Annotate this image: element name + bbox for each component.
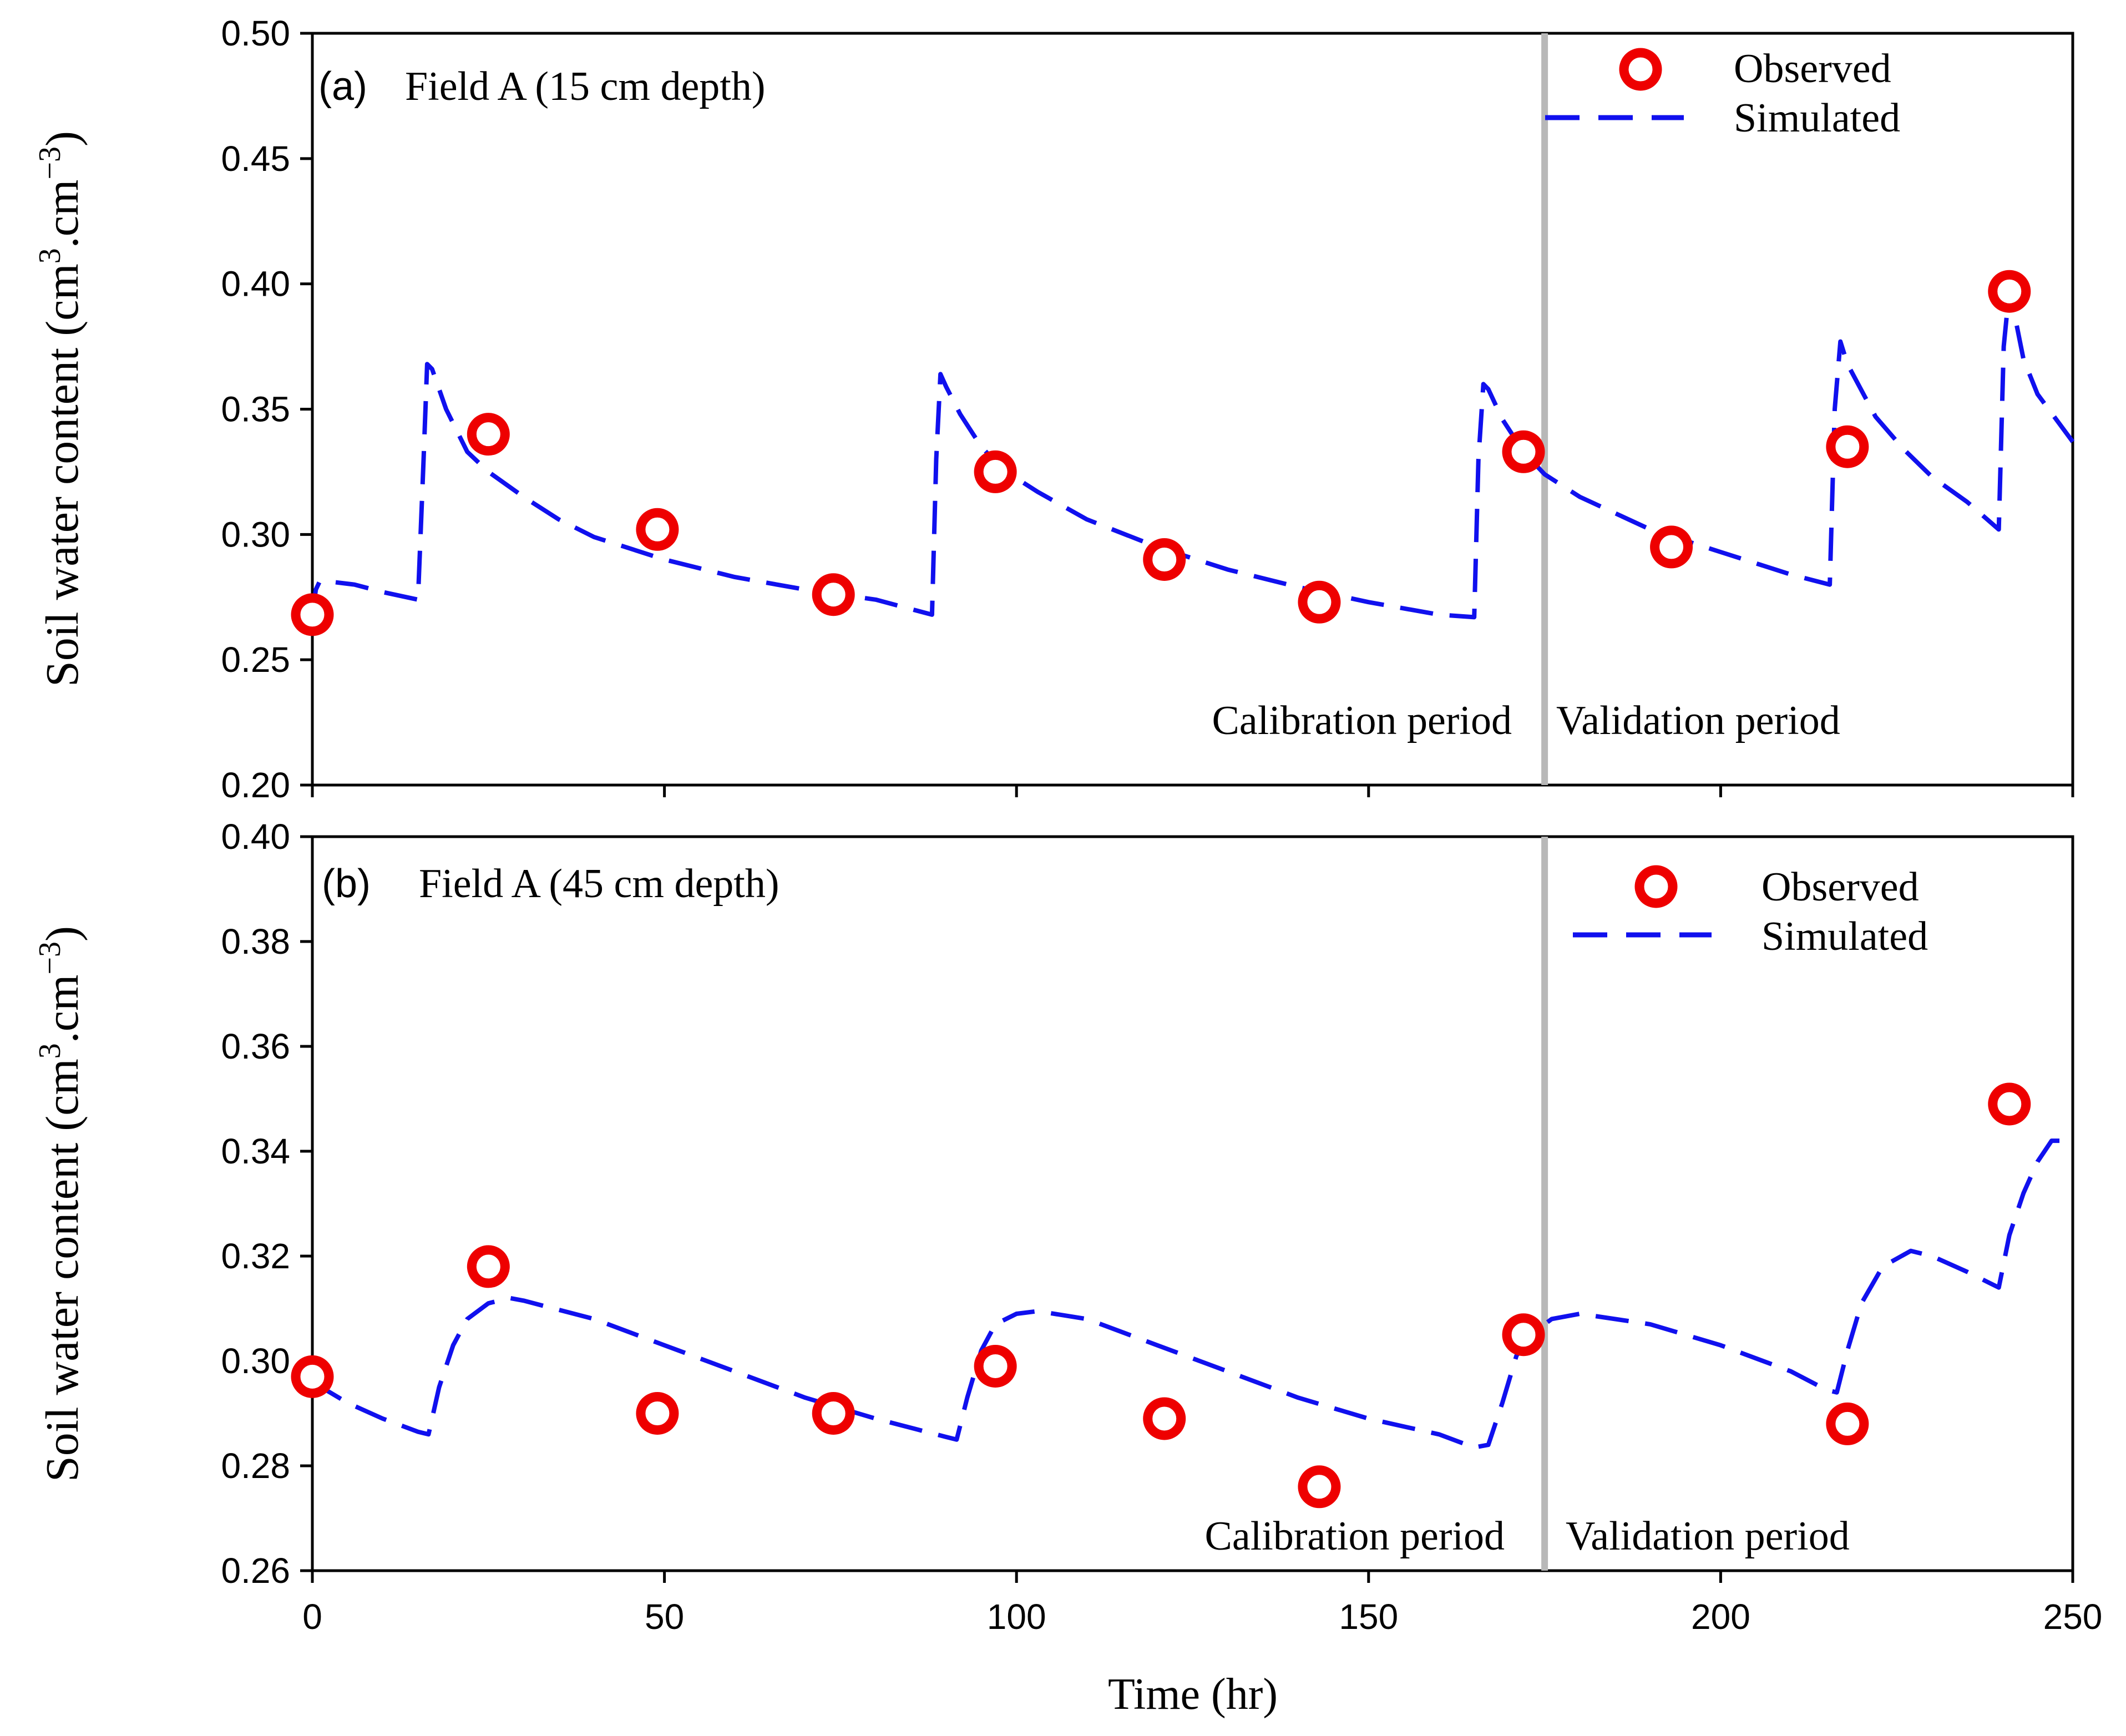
panel-b-xtick-label: 250 xyxy=(2043,1597,2103,1637)
panel-a-observed-point xyxy=(1988,270,2031,313)
panel-a-ticks: 0.20 0.25 0.30 0.35 0.40 0.45 0.50 xyxy=(221,13,2074,805)
panel-b-ytick-label: 0.30 xyxy=(221,1341,290,1381)
panel-b-observed-point xyxy=(636,1392,679,1435)
panel-b-ytick-label: 0.28 xyxy=(221,1446,290,1486)
panel-a-ytick-label: 0.50 xyxy=(221,13,290,53)
panel-a-validation-label: Validation period xyxy=(1556,698,1840,743)
panel-a-ytick-label: 0.30 xyxy=(221,514,290,554)
panel-a-ytick-label: 0.40 xyxy=(221,264,290,304)
panel-b-title: Field A (45 cm depth) xyxy=(419,861,779,907)
panel-a-ytick-label: 0.45 xyxy=(221,139,290,179)
panel-b-observed-point xyxy=(1298,1465,1341,1509)
panel-b-xtick-label: 0 xyxy=(302,1597,322,1637)
panel-a-simulated-layer xyxy=(310,286,2075,620)
panel-a-legend-observed-marker xyxy=(1619,48,1662,91)
panel-a-calibration-label: Calibration period xyxy=(1212,698,1512,743)
panel-b-legend-simulated-label: Simulated xyxy=(1761,914,1928,959)
panel-b-observed-point xyxy=(1502,1313,1545,1357)
panel-b-ytick-label: 0.32 xyxy=(221,1236,290,1276)
panel-b-simulated-line xyxy=(311,1138,2073,1450)
panel-a-observed-point xyxy=(291,593,334,636)
panel-b-observed-point xyxy=(1826,1402,1869,1445)
panel-b-legend-observed-label: Observed xyxy=(1761,864,1919,910)
panel-a-ylabel: Soil water content (cm3.cm−3) xyxy=(33,131,88,687)
panel-a-legend-simulated-label: Simulated xyxy=(1734,95,1900,141)
panel-a-observed-point xyxy=(1502,430,1545,473)
panel-b-simulated-layer xyxy=(311,1138,2073,1450)
panel-a-simulated-line xyxy=(310,286,2075,620)
panel-b-observed-layer xyxy=(291,1082,2031,1509)
panel-a: 0.20 0.25 0.30 0.35 0.40 0.45 0.50 (a) Field A… xyxy=(33,13,2075,805)
panel-b-ticks: 0.26 0.28 0.30 0.32 0.34 0.36 0.38 0.40 0 50 100 15… xyxy=(221,817,2102,1637)
panel-b-observed-point xyxy=(1988,1082,2031,1126)
panel-a-observed-point xyxy=(1298,580,1341,624)
panel-b-observed-point xyxy=(1143,1397,1186,1440)
panel-a-observed-point xyxy=(974,450,1017,493)
panel-a-observed-point xyxy=(467,413,510,456)
panel-b-ytick-label: 0.38 xyxy=(221,922,290,961)
panel-a-observed-point xyxy=(1650,525,1693,569)
panel-b-observed-point xyxy=(974,1344,1017,1388)
panel-a-tag: (a) xyxy=(318,64,367,109)
panel-b-xtick-label: 100 xyxy=(987,1597,1046,1637)
panel-b: 0.26 0.28 0.30 0.32 0.34 0.36 0.38 0.40 0 50 100 15… xyxy=(33,817,2102,1719)
panel-a-observed-point xyxy=(1826,425,1869,468)
panel-b-ytick-label: 0.36 xyxy=(221,1026,290,1066)
panel-b-ytick-label: 0.40 xyxy=(221,817,290,857)
panel-b-plot-frame xyxy=(311,835,2074,1572)
x-axis-label: Time (hr) xyxy=(1108,1670,1278,1719)
panel-a-ytick-label: 0.35 xyxy=(221,389,290,429)
panel-b-ylabel: Soil water content (cm3.cm−3) xyxy=(33,926,88,1482)
panel-b-calibration-label: Calibration period xyxy=(1205,1514,1505,1559)
panel-a-plot-frame xyxy=(311,32,2074,787)
panel-a-observed-layer xyxy=(291,270,2031,636)
panel-a-legend-observed-label: Observed xyxy=(1734,46,1891,92)
panel-b-observed-point xyxy=(812,1392,855,1435)
panel-a-title: Field A (15 cm depth) xyxy=(405,64,766,109)
panel-b-observed-point xyxy=(291,1355,334,1398)
panel-a-observed-point xyxy=(812,573,855,616)
panel-a-observed-point xyxy=(636,508,679,551)
panel-a-observed-point xyxy=(1143,538,1186,581)
panel-b-validation-label: Validation period xyxy=(1566,1514,1850,1559)
panel-b-xtick-label: 200 xyxy=(1691,1597,1750,1637)
panel-b-xtick-label: 50 xyxy=(645,1597,684,1637)
panel-a-ytick-label: 0.20 xyxy=(221,765,290,805)
panel-b-xtick-label: 150 xyxy=(1339,1597,1398,1637)
panel-b-legend-observed-marker xyxy=(1634,865,1678,908)
panel-a-ytick-label: 0.25 xyxy=(221,640,290,680)
panel-b-ytick-label: 0.34 xyxy=(221,1131,290,1171)
panel-b-ytick-label: 0.26 xyxy=(221,1551,290,1591)
panel-b-observed-point xyxy=(467,1245,510,1288)
panel-b-tag: (b) xyxy=(322,862,371,906)
